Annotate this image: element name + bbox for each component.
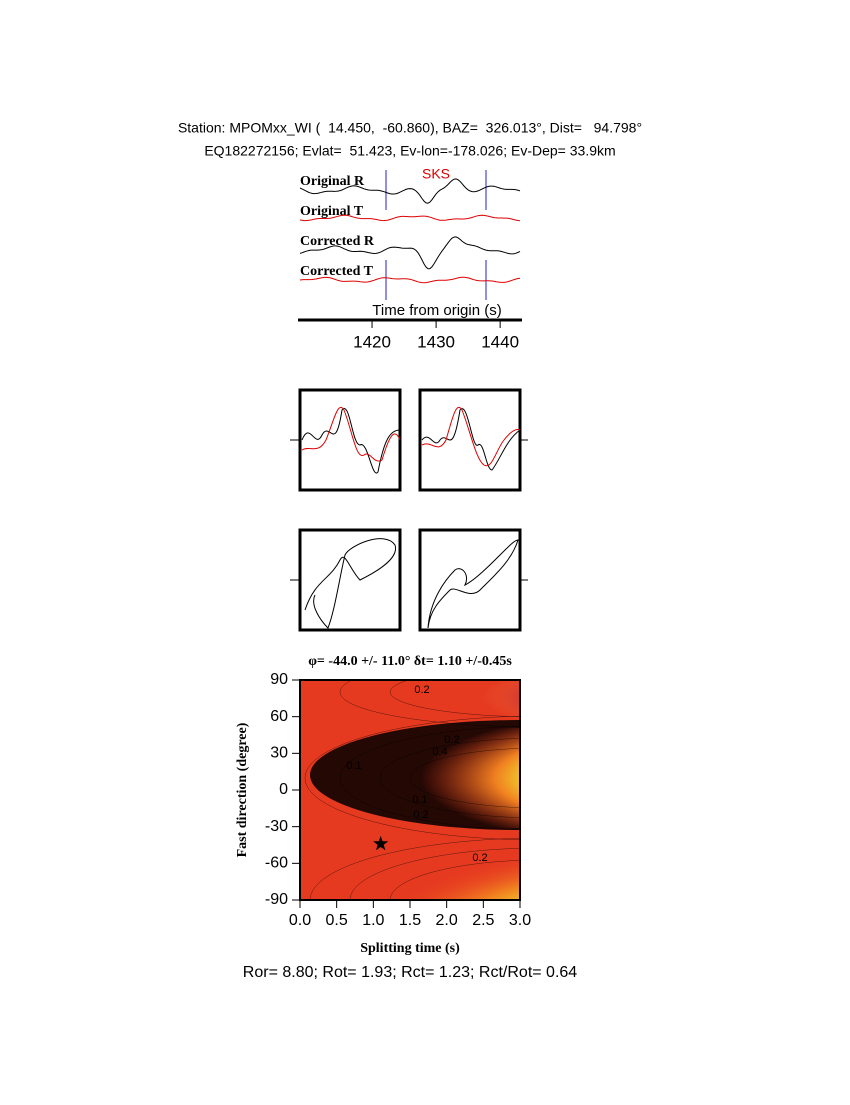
panel-frame	[418, 528, 522, 632]
particle-path	[427, 539, 519, 629]
x-tick-label: 0.5	[326, 912, 348, 929]
waveform	[301, 408, 401, 474]
x-tick-label: 0.0	[289, 912, 311, 929]
contour-region	[320, 825, 520, 900]
header-line: EQ182272156; Evlat= 51.423, Ev-lon=-178.…	[204, 143, 615, 159]
x-tick-label: 1420	[353, 332, 391, 351]
waveform	[299, 214, 521, 222]
x-tick-label: 2.0	[436, 912, 458, 929]
waveform	[299, 276, 521, 284]
x-tick-label: 1.0	[362, 912, 384, 929]
x-tick-label: 1430	[417, 332, 455, 351]
trace-label: Corrected R	[300, 234, 375, 249]
contour-label: 0.4	[432, 746, 447, 758]
trace-label: Original R	[300, 174, 365, 189]
y-tick-label: 90	[270, 671, 288, 688]
y-axis-label: Fast direction (degree)	[235, 722, 250, 857]
trace-label: Corrected T	[300, 264, 374, 279]
contour-region	[320, 728, 520, 828]
waveform	[301, 407, 401, 462]
y-tick-label: 60	[270, 708, 288, 725]
x-tick-label: 2.5	[472, 912, 494, 929]
panel-title: φ= -44.0 +/- 11.0° δt= 1.10 +/-0.45s	[308, 654, 512, 669]
y-tick-label: -30	[265, 818, 288, 835]
phase-label: SKS	[422, 166, 450, 182]
contour-region	[330, 680, 520, 732]
panel-frame	[298, 528, 402, 632]
waveform	[421, 408, 521, 471]
y-tick-label: 0	[279, 781, 288, 798]
contour-lines	[304, 680, 520, 900]
waveform	[421, 407, 521, 467]
x-tick-label: 1.5	[399, 912, 421, 929]
contour-label: 0.2	[414, 684, 429, 696]
particle-path	[304, 538, 396, 629]
panel-frame	[298, 388, 402, 492]
y-tick-label: 30	[270, 745, 288, 762]
x-axis-label: Time from origin (s)	[372, 302, 501, 319]
footer: Ror= 8.80; Rot= 1.93; Rct= 1.23; Rct/Rot…	[243, 964, 578, 981]
contour-label: 0.2	[413, 809, 428, 821]
contour-label: 0.2	[472, 852, 487, 864]
contour-label: 0.2	[444, 734, 459, 746]
particle-motion	[290, 388, 528, 632]
y-tick-label: -60	[265, 855, 288, 872]
seismograms: Original R Original T Corrected R Correc…	[298, 166, 522, 322]
best-fit-star	[373, 835, 389, 851]
x-axis-label: Splitting time (s)	[360, 941, 460, 956]
grid-search: φ= -44.0 +/- 11.0° δt= 1.10 +/-0.45s 0.2…	[235, 654, 521, 956]
x-tick-label: 3.0	[509, 912, 531, 929]
waveform	[299, 178, 521, 204]
x-tick-label: 1440	[481, 332, 519, 351]
contour-label: 0.1	[412, 794, 427, 806]
contour-map	[300, 680, 520, 900]
contour-label: 0.1	[346, 760, 361, 772]
panel-frame	[418, 388, 522, 492]
header-line: Station: MPOMxx_WI ( 14.450, -60.860), B…	[178, 120, 642, 136]
y-tick-label: -90	[265, 891, 288, 908]
waveform	[299, 236, 521, 270]
